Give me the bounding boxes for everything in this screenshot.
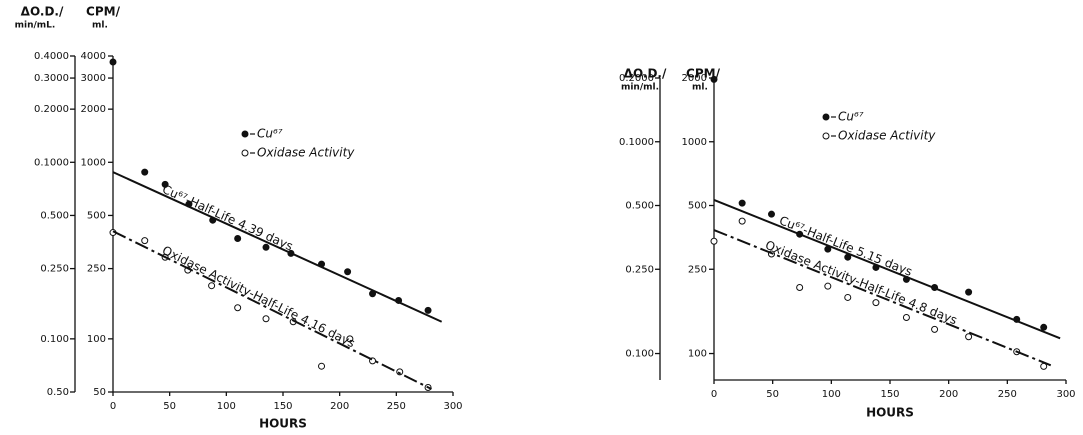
- y2-tick-label: 0.500: [40, 210, 69, 221]
- y2-tick-label: 0.4000: [34, 51, 69, 62]
- data-point: [965, 288, 973, 296]
- y-tick-label: 2000: [81, 104, 106, 115]
- data-point: [710, 237, 718, 245]
- legend-marker: [241, 130, 249, 138]
- y2-tick-label: 0.100: [40, 334, 69, 345]
- y-tick-label: 500: [87, 210, 106, 221]
- y2-tick-label: 0.250: [40, 264, 69, 275]
- legend-label: Cu⁶⁷: [838, 110, 864, 124]
- data-point: [424, 306, 432, 314]
- y-tick-label: 50: [93, 387, 106, 398]
- data-point: [965, 333, 973, 341]
- data-point: [161, 180, 169, 188]
- y-axis-unit: ml.: [692, 83, 708, 93]
- y-tick-label: 2000: [682, 73, 707, 84]
- y2-tick-label: 0.100: [625, 349, 654, 360]
- y2-tick-label: 0.3000: [34, 73, 69, 84]
- y2-tick-label: 0.1000: [619, 137, 654, 148]
- y-tick-label: 250: [688, 264, 707, 275]
- x-tick-label: 250: [387, 401, 406, 412]
- y-tick-label: 100: [688, 349, 707, 360]
- x-tick-label: 50: [766, 389, 779, 400]
- y-tick-label: 1000: [682, 137, 707, 148]
- data-point: [824, 282, 832, 290]
- y-tick-label: 250: [87, 264, 106, 275]
- data-point: [141, 237, 149, 245]
- legend-label: Cu⁶⁷: [257, 127, 283, 141]
- annotation: Oxidase Activity-Half-Life 4.16 days: [160, 243, 357, 350]
- data-point: [796, 284, 804, 292]
- y-tick-label: 1000: [81, 157, 106, 168]
- data-point: [710, 75, 718, 83]
- data-point: [346, 335, 354, 343]
- legend-marker: [822, 132, 830, 140]
- fit-line: [112, 171, 443, 323]
- y-axis-label: CPM/: [86, 5, 121, 19]
- x-tick-label: 50: [163, 401, 176, 412]
- x-tick-label: 0: [711, 389, 717, 400]
- data-point: [738, 217, 746, 225]
- data-point: [344, 268, 352, 276]
- x-tick-label: 150: [273, 401, 292, 412]
- x-tick-label: 100: [217, 401, 236, 412]
- data-point: [872, 299, 880, 307]
- legend-marker: [241, 149, 249, 157]
- y2-tick-label: 0.2000: [619, 73, 654, 84]
- data-point: [902, 313, 910, 321]
- y-tick-label: 500: [688, 201, 707, 212]
- data-point: [767, 210, 775, 218]
- y2-tick-label: 0.250: [625, 264, 654, 275]
- x-tick-label: 300: [443, 401, 462, 412]
- data-point: [262, 315, 270, 323]
- fit-line: [713, 199, 1061, 340]
- y2-tick-label: 0.50: [47, 387, 69, 398]
- data-point: [844, 293, 852, 301]
- legend-marker: [822, 113, 830, 121]
- y-tick-label: 4000: [81, 51, 106, 62]
- legend-label: Oxidase Activity: [838, 129, 936, 143]
- fit-line: [713, 229, 1052, 367]
- data-point: [318, 362, 326, 370]
- data-point: [1040, 323, 1048, 331]
- x-tick-label: 0: [110, 401, 116, 412]
- y2-axis-unit: min/mL.: [15, 21, 56, 31]
- x-tick-label: 250: [998, 389, 1017, 400]
- y-axis-unit: ml.: [92, 21, 108, 31]
- legend-label: Oxidase Activity: [257, 146, 355, 160]
- x-tick-label: 200: [330, 401, 349, 412]
- x-axis-label: HOURS: [866, 406, 914, 420]
- y2-tick-label: 0.2000: [34, 104, 69, 115]
- data-point: [262, 243, 270, 251]
- data-point: [109, 58, 117, 66]
- x-tick-label: 150: [880, 389, 899, 400]
- data-point: [208, 282, 216, 290]
- x-tick-label: 300: [1056, 389, 1075, 400]
- data-point: [234, 304, 242, 312]
- y-tick-label: 100: [87, 334, 106, 345]
- data-point: [141, 168, 149, 176]
- x-tick-label: 200: [939, 389, 958, 400]
- annotation: Cu⁶⁷-Half-Life 4.39 days: [160, 182, 295, 254]
- y2-tick-label: 0.1000: [34, 157, 69, 168]
- data-point: [234, 235, 242, 243]
- x-tick-label: 100: [822, 389, 841, 400]
- y2-axis-label: ΔO.D./: [21, 5, 64, 19]
- y2-axis-unit: min/ml.: [621, 83, 659, 93]
- data-point: [738, 199, 746, 207]
- y-tick-label: 3000: [81, 73, 106, 84]
- y2-axis-label: ΔO.D./: [624, 67, 667, 81]
- y2-tick-label: 0.500: [625, 201, 654, 212]
- data-point: [931, 325, 939, 333]
- x-axis-label: HOURS: [259, 417, 307, 431]
- fit-line: [112, 230, 432, 390]
